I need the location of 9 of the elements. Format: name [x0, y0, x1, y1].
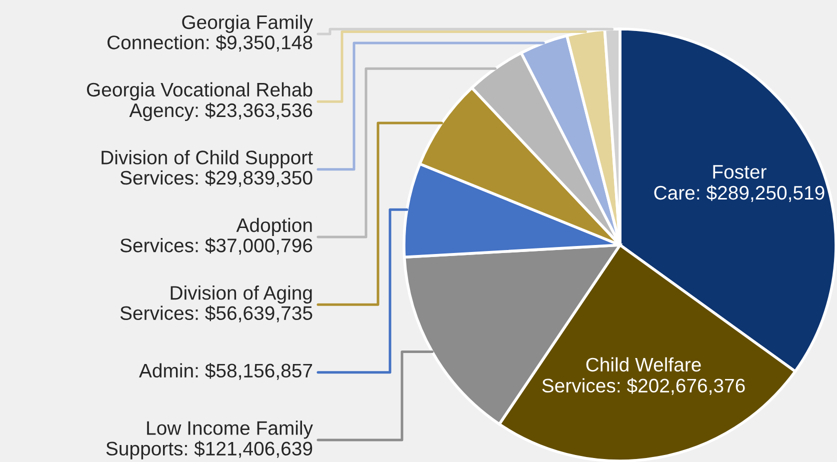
slice-label: Division of Child Support Services: $29,839,350	[102, 150, 313, 187]
slice-label: Admin: $58,156,857	[139, 362, 312, 380]
slice-label: Foster Care: $289,250,519	[654, 165, 824, 202]
slice-label: Low Income Family Supports: $121,406,639	[106, 420, 313, 460]
slice-label: Georgia Vocational Rehab Agency: $23,363,536	[86, 82, 312, 122]
slice-label: Division of Aging Services: $56,639,735	[120, 285, 312, 322]
slice-label: Child Welfare Services: $202,676,376	[542, 357, 745, 395]
slice-label: Adoption Services: $37,000,796	[120, 218, 312, 255]
slice-label: Georgia Family Connection: $9,350,148	[108, 14, 313, 52]
